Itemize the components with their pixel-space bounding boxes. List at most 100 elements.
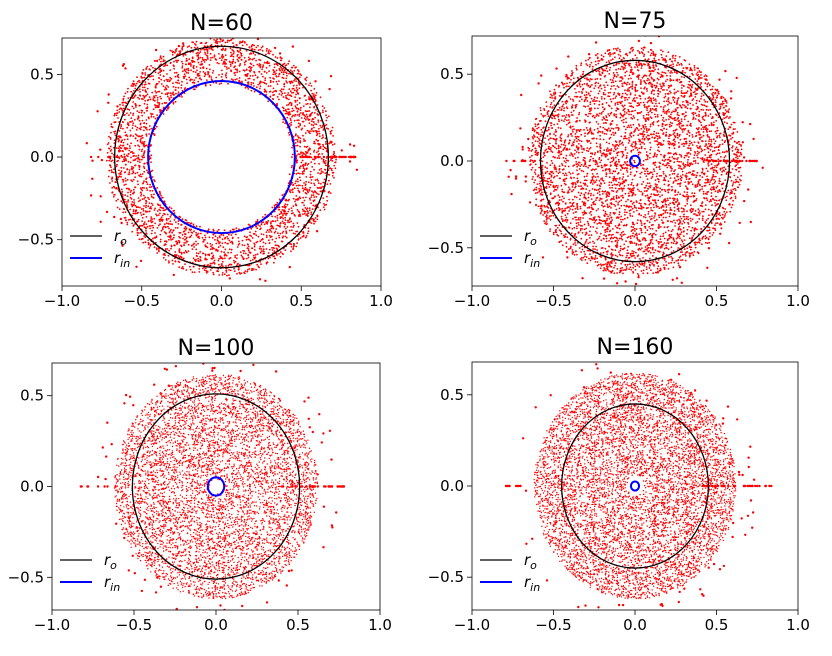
data-point — [668, 215, 671, 218]
data-point — [297, 92, 299, 94]
data-point — [619, 76, 622, 79]
data-point — [183, 77, 185, 80]
data-point — [162, 75, 165, 78]
data-point — [641, 193, 644, 196]
data-point — [234, 78, 237, 81]
data-point — [156, 104, 159, 107]
data-point — [659, 226, 662, 228]
data-point — [187, 231, 190, 234]
data-point — [313, 149, 316, 152]
data-point — [655, 189, 658, 192]
data-point — [243, 244, 246, 247]
data-point — [297, 72, 300, 75]
data-point — [138, 166, 141, 169]
data-point — [300, 117, 303, 119]
data-point — [220, 82, 223, 85]
data-point — [652, 123, 655, 126]
data-point — [641, 141, 644, 144]
data-point — [138, 200, 140, 203]
data-point — [202, 59, 205, 62]
data-point — [676, 183, 679, 185]
data-point — [315, 195, 318, 198]
data-point — [126, 223, 129, 226]
data-point — [160, 229, 163, 232]
data-point — [207, 72, 210, 75]
data-point — [141, 220, 144, 223]
data-point — [621, 182, 624, 185]
data-point — [165, 232, 168, 235]
data-point — [634, 128, 637, 131]
data-point — [222, 246, 225, 249]
data-point — [216, 239, 219, 242]
data-point — [302, 232, 305, 234]
data-point — [637, 249, 640, 251]
data-point — [123, 138, 126, 141]
data-point — [304, 207, 307, 209]
data-point — [266, 48, 268, 50]
data-point — [319, 124, 322, 127]
data-point — [637, 49, 639, 52]
data-point — [241, 41, 244, 44]
data-point — [142, 213, 145, 216]
data-point — [641, 238, 644, 241]
data-point — [120, 241, 124, 244]
data-point — [184, 219, 187, 221]
data-point — [181, 60, 183, 63]
data-point — [642, 250, 645, 253]
data-point — [193, 259, 196, 261]
data-point — [97, 155, 100, 159]
data-point — [317, 150, 320, 153]
data-point — [150, 218, 153, 220]
data-point — [239, 63, 242, 65]
data-point — [280, 71, 283, 74]
data-point — [610, 234, 613, 236]
data-point — [310, 161, 313, 164]
data-point — [723, 166, 725, 169]
data-point — [677, 90, 679, 93]
data-point — [149, 76, 151, 78]
data-point — [623, 113, 626, 116]
data-point — [322, 111, 324, 114]
data-point — [276, 201, 279, 204]
data-point — [141, 119, 144, 122]
data-point — [352, 155, 355, 159]
data-point — [606, 219, 608, 222]
data-point — [317, 153, 320, 156]
data-point — [674, 57, 676, 60]
data-point — [161, 220, 164, 222]
data-point — [160, 78, 163, 81]
data-point — [306, 210, 309, 213]
data-point — [296, 99, 299, 102]
y-tick-label: 0.0 — [30, 148, 54, 166]
data-point — [653, 217, 655, 219]
data-point — [691, 163, 694, 166]
data-point — [616, 268, 619, 270]
data-point — [295, 245, 298, 248]
data-point — [297, 125, 300, 128]
data-point — [140, 238, 143, 241]
data-point — [282, 73, 285, 76]
data-point — [121, 193, 124, 196]
data-point — [260, 223, 263, 226]
data-point — [659, 235, 662, 238]
data-point — [132, 212, 135, 215]
data-point — [309, 103, 312, 105]
data-point — [284, 219, 287, 222]
data-point — [617, 239, 619, 242]
data-point — [185, 60, 188, 62]
data-point — [710, 222, 713, 225]
data-point — [146, 110, 148, 112]
data-point — [264, 77, 267, 80]
data-point — [132, 83, 135, 86]
data-point — [140, 175, 143, 178]
data-point — [301, 171, 304, 173]
data-point — [168, 99, 171, 101]
data-point — [195, 240, 197, 243]
data-point — [187, 67, 190, 70]
data-point — [123, 216, 126, 219]
data-point — [299, 213, 301, 216]
data-point — [143, 95, 146, 98]
data-point — [126, 90, 129, 93]
data-point — [719, 132, 721, 135]
data-point — [254, 254, 257, 256]
